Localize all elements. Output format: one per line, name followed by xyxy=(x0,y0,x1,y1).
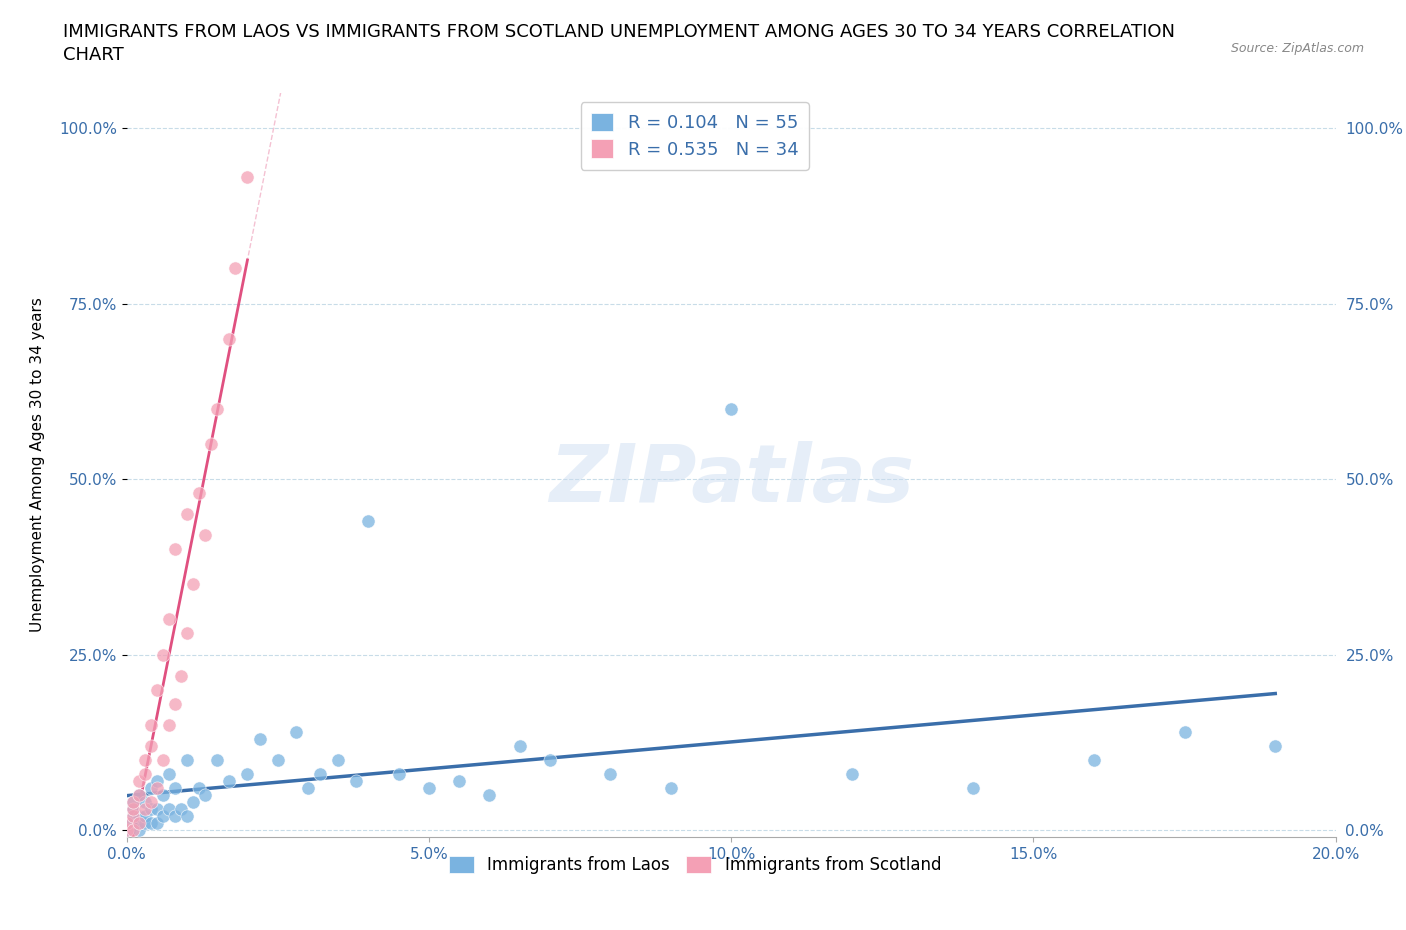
Point xyxy=(170,802,193,817)
Point xyxy=(236,766,259,781)
Point xyxy=(139,816,162,830)
Point xyxy=(205,752,228,767)
Point xyxy=(188,485,211,500)
Point xyxy=(139,780,162,795)
Point xyxy=(188,780,211,795)
Point xyxy=(139,802,162,817)
Point xyxy=(236,170,259,185)
Point xyxy=(128,788,150,803)
Point xyxy=(157,612,180,627)
Point xyxy=(157,766,180,781)
Point xyxy=(115,816,138,830)
Point xyxy=(152,647,174,662)
Text: CHART: CHART xyxy=(63,46,124,64)
Point xyxy=(284,724,307,739)
Point xyxy=(205,402,228,417)
Point xyxy=(447,774,470,789)
Point xyxy=(152,788,174,803)
Point xyxy=(388,766,411,781)
Point xyxy=(128,816,150,830)
Point xyxy=(121,794,143,809)
Point xyxy=(128,808,150,823)
Point xyxy=(115,816,138,830)
Point xyxy=(962,780,984,795)
Point xyxy=(157,802,180,817)
Point xyxy=(157,717,180,732)
Point xyxy=(267,752,290,767)
Point xyxy=(418,780,440,795)
Point xyxy=(121,794,143,809)
Point xyxy=(509,738,531,753)
Point xyxy=(146,683,169,698)
Point xyxy=(139,794,162,809)
Y-axis label: Unemployment Among Ages 30 to 34 years: Unemployment Among Ages 30 to 34 years xyxy=(30,298,45,632)
Point xyxy=(163,697,186,711)
Point xyxy=(599,766,621,781)
Point xyxy=(309,766,332,781)
Point xyxy=(538,752,561,767)
Point xyxy=(128,788,150,803)
Point xyxy=(170,668,193,683)
Point xyxy=(121,802,143,817)
Point xyxy=(478,788,501,803)
Point xyxy=(720,402,742,417)
Point xyxy=(218,774,240,789)
Point xyxy=(121,802,143,817)
Point xyxy=(146,774,169,789)
Point xyxy=(128,816,150,830)
Point xyxy=(134,752,156,767)
Point xyxy=(176,752,198,767)
Point xyxy=(134,808,156,823)
Point xyxy=(121,808,143,823)
Point xyxy=(146,802,169,817)
Point xyxy=(297,780,319,795)
Point xyxy=(194,527,217,542)
Point xyxy=(1083,752,1105,767)
Text: ZIPatlas: ZIPatlas xyxy=(548,441,914,519)
Point xyxy=(176,808,198,823)
Text: Source: ZipAtlas.com: Source: ZipAtlas.com xyxy=(1230,42,1364,55)
Point xyxy=(200,436,222,451)
Point xyxy=(128,774,150,789)
Point xyxy=(1264,738,1286,753)
Point xyxy=(1173,724,1195,739)
Text: IMMIGRANTS FROM LAOS VS IMMIGRANTS FROM SCOTLAND UNEMPLOYMENT AMONG AGES 30 TO 3: IMMIGRANTS FROM LAOS VS IMMIGRANTS FROM … xyxy=(63,23,1175,41)
Point xyxy=(181,577,204,591)
Point xyxy=(357,513,380,528)
Point xyxy=(115,822,138,837)
Point xyxy=(146,780,169,795)
Point xyxy=(176,626,198,641)
Point xyxy=(134,766,156,781)
Point xyxy=(121,808,143,823)
Point xyxy=(139,717,162,732)
Point xyxy=(224,261,246,276)
Point xyxy=(344,774,367,789)
Point xyxy=(163,780,186,795)
Point xyxy=(146,816,169,830)
Point xyxy=(121,822,143,837)
Point xyxy=(134,802,156,817)
Point xyxy=(194,788,217,803)
Point xyxy=(134,816,156,830)
Point xyxy=(163,542,186,557)
Point xyxy=(134,794,156,809)
Point xyxy=(152,752,174,767)
Point xyxy=(163,808,186,823)
Point xyxy=(181,794,204,809)
Point xyxy=(115,822,138,837)
Legend: Immigrants from Laos, Immigrants from Scotland: Immigrants from Laos, Immigrants from Sc… xyxy=(441,849,948,881)
Point xyxy=(176,507,198,522)
Point xyxy=(139,738,162,753)
Point xyxy=(249,731,271,746)
Point xyxy=(841,766,863,781)
Point xyxy=(128,822,150,837)
Point xyxy=(326,752,350,767)
Point xyxy=(218,331,240,346)
Point xyxy=(152,808,174,823)
Point xyxy=(659,780,682,795)
